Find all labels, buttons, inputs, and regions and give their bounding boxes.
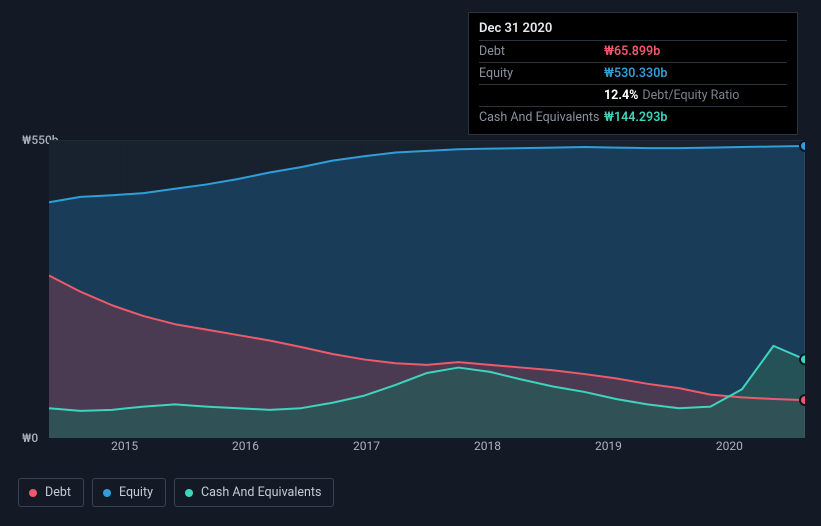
x-tick-label: 2016 bbox=[232, 439, 259, 453]
chart-stage: Dec 31 2020 Debt ₩65.899b Equity ₩530.33… bbox=[0, 0, 821, 526]
legend-item-debt[interactable]: Debt bbox=[18, 478, 84, 507]
legend-dot-icon bbox=[29, 489, 37, 497]
legend-label: Cash And Equivalents bbox=[201, 485, 321, 500]
x-tick-label: 2015 bbox=[111, 439, 138, 453]
x-tick-label: 2019 bbox=[595, 439, 622, 453]
tooltip-ratio: 12.4% Debt/Equity Ratio bbox=[604, 85, 787, 107]
legend-dot-icon bbox=[185, 489, 193, 497]
tooltip-debt-label: Debt bbox=[479, 41, 604, 63]
tooltip-cash-value: ₩144.293b bbox=[604, 107, 787, 129]
y-tick-label: ₩0 bbox=[22, 431, 38, 445]
x-tick-label: 2020 bbox=[716, 439, 743, 453]
tooltip-equity-value: ₩530.330b bbox=[604, 63, 787, 85]
chart-tooltip: Dec 31 2020 Debt ₩65.899b Equity ₩530.33… bbox=[468, 12, 798, 135]
area-chart[interactable] bbox=[49, 140, 805, 438]
tooltip-equity-label: Equity bbox=[479, 63, 604, 85]
x-tick-label: 2018 bbox=[474, 439, 501, 453]
legend-dot-icon bbox=[103, 489, 111, 497]
tooltip-ratio-suffix: Debt/Equity Ratio bbox=[642, 88, 739, 103]
legend-item-equity[interactable]: Equity bbox=[92, 478, 166, 507]
legend-label: Debt bbox=[45, 485, 71, 500]
tooltip-cash-label: Cash And Equivalents bbox=[479, 107, 604, 129]
x-axis-labels: 2015 2016 2017 2018 2019 2020 bbox=[49, 439, 805, 459]
tooltip-ratio-value: 12.4% bbox=[604, 88, 638, 103]
tooltip-debt-value: ₩65.899b bbox=[604, 41, 787, 63]
x-tick-label: 2017 bbox=[353, 439, 380, 453]
chart-legend: Debt Equity Cash And Equivalents bbox=[18, 478, 334, 507]
legend-item-cash[interactable]: Cash And Equivalents bbox=[174, 478, 334, 507]
tooltip-date: Dec 31 2020 bbox=[479, 19, 787, 40]
legend-label: Equity bbox=[119, 485, 153, 500]
